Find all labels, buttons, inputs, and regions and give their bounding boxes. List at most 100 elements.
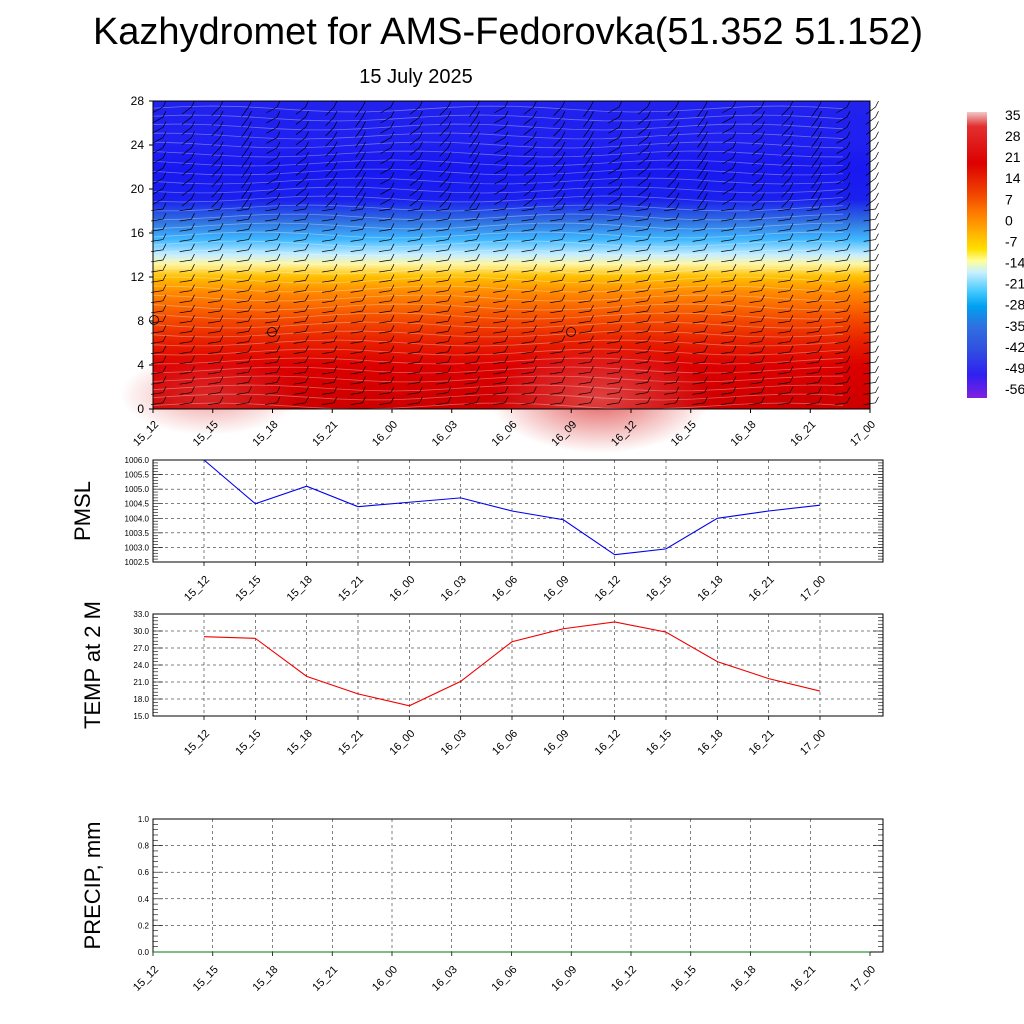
x-tick-label: 15_18 (285, 728, 315, 758)
x-tick-label: 16_03 (439, 574, 469, 604)
x-tick-label: 16_03 (439, 728, 469, 758)
panel-frame (152, 459, 884, 563)
y-tick-label: 18.0 (133, 695, 149, 704)
x-tick-label: 15_15 (191, 964, 221, 994)
x-tick-label: 16_18 (695, 574, 725, 604)
colorbar-label: -14 (1005, 255, 1024, 271)
x-tick-label: 17_00 (798, 728, 828, 758)
y-tick-label: 1.0 (138, 815, 150, 824)
x-tick-label: 16_12 (593, 574, 623, 604)
warm-core (120, 355, 300, 435)
y-tick-label: 30.0 (133, 627, 149, 636)
colorbar-label: 14 (1005, 170, 1021, 186)
colorbar-label: 35 (1005, 107, 1021, 123)
y-tick-label: 0.4 (138, 895, 150, 904)
x-tick-label: 15_12 (182, 728, 212, 758)
colorbar-label: -42 (1005, 339, 1024, 355)
x-tick-label: 16_21 (788, 964, 818, 994)
y-tick-label: 0.8 (138, 842, 150, 851)
y-tick-label: 1004.0 (125, 514, 150, 523)
y-tick-label: 24.0 (133, 661, 149, 670)
x-tick-label: 16_00 (387, 728, 417, 758)
cross-section-field (153, 101, 870, 409)
panel-frame (152, 818, 884, 953)
y-tick-label: 8 (137, 314, 144, 328)
x-tick-label: 16_21 (747, 574, 777, 604)
y-tick-label: 12 (131, 270, 145, 284)
x-tick-label: 16_12 (593, 728, 623, 758)
x-tick-label: 17_00 (798, 574, 828, 604)
x-tick-label: 16_09 (541, 728, 571, 758)
colorbar-label: 7 (1005, 191, 1013, 207)
y-tick-label: 21.0 (133, 678, 149, 687)
x-tick-label: 15_21 (310, 964, 340, 994)
colorbar-label: -28 (1005, 297, 1024, 313)
y-tick-label: 15.0 (133, 712, 149, 721)
x-tick-label: 17_00 (848, 419, 878, 449)
x-tick-label: 16_21 (747, 728, 777, 758)
x-tick-label: 16_12 (609, 964, 639, 994)
colorbar-label: -35 (1005, 318, 1024, 334)
y-tick-label: 4 (137, 358, 144, 372)
y-tick-label: 1005.5 (125, 471, 150, 480)
page-title: Kazhydromet for AMS-Fedorovka(51.352 51.… (92, 11, 924, 53)
y-tick-label: 0.2 (138, 921, 150, 930)
page-subtitle: 15 July 2025 (359, 66, 473, 88)
x-tick-label: 16_15 (644, 574, 674, 604)
y-axis-title: PRECIP, mm (80, 822, 105, 950)
line-panel-3: 0.0 0.2 0.4 0.6 0.8 1.0 15_12 15_15 15_18 15_21 16… (80, 815, 884, 994)
colorbar-label: -7 (1005, 233, 1018, 249)
colorbar-label: -21 (1005, 276, 1024, 292)
calm-marker (566, 327, 576, 337)
x-tick-label: 15_12 (131, 964, 161, 994)
y-tick-label: 0.0 (138, 948, 150, 957)
colorbar-label: 28 (1005, 128, 1021, 144)
y-tick-label: 0 (137, 402, 144, 416)
line-panel-1: 1002.5 1003.0 1003.5 1004.0 1004.5 1005.0 1005… (70, 456, 884, 604)
x-tick-label: 15_21 (310, 419, 340, 449)
y-tick-label: 24 (131, 138, 145, 152)
y-tick-label: 1004.5 (125, 500, 150, 509)
y-tick-label: 27.0 (133, 644, 149, 653)
y-tick-label: 1003.0 (125, 543, 150, 552)
wind-barbs (151, 100, 879, 405)
warm-core (490, 343, 710, 453)
x-tick-label: 16_06 (490, 728, 520, 758)
x-tick-label: 15_12 (182, 574, 212, 604)
x-tick-label: 15_21 (336, 728, 366, 758)
x-tick-label: 16_21 (788, 419, 818, 449)
x-tick-label: 16_18 (729, 419, 759, 449)
isotherm-contours (152, 105, 844, 410)
x-tick-label: 16_15 (669, 964, 699, 994)
calm-marker (149, 315, 159, 325)
colorbar (967, 112, 987, 398)
y-tick-label: 16 (131, 226, 145, 240)
x-tick-label: 15_21 (336, 574, 366, 604)
colorbar-label: -49 (1005, 360, 1024, 376)
x-tick-label: 16_09 (541, 574, 571, 604)
y-tick-label: 1003.5 (125, 529, 150, 538)
y-tick-label: 1002.5 (125, 558, 150, 567)
y-tick-label: 20 (131, 182, 145, 196)
y-tick-label: 1006.0 (125, 456, 150, 465)
x-tick-label: 16_18 (729, 964, 759, 994)
x-tick-label: 16_06 (490, 574, 520, 604)
colorbar-label: -56 (1005, 381, 1024, 397)
x-tick-label: 16_09 (549, 964, 579, 994)
x-tick-label: 15_15 (233, 728, 263, 758)
x-tick-label: 16_18 (695, 728, 725, 758)
line-panel-2: 15.0 18.0 21.0 24.0 27.0 30.0 33.0 15_12 15_15 15… (80, 601, 884, 758)
y-tick-label: 33.0 (133, 610, 149, 619)
x-tick-label: 16_00 (370, 964, 400, 994)
x-tick-label: 16_00 (370, 419, 400, 449)
x-tick-label: 16_00 (387, 574, 417, 604)
x-tick-label: 15_18 (285, 574, 315, 604)
y-axis-title: PMSL (70, 481, 95, 541)
x-tick-label: 16_06 (490, 964, 520, 994)
x-tick-label: 15_12 (131, 419, 161, 449)
x-tick-label: 16_15 (644, 728, 674, 758)
y-tick-label: 28 (131, 94, 145, 108)
x-tick-label: 15_18 (251, 964, 281, 994)
colorbar-label: 21 (1005, 149, 1021, 165)
